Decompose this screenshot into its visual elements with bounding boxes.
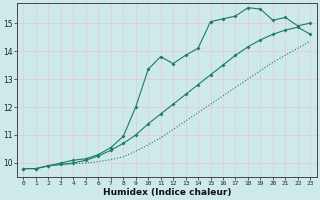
X-axis label: Humidex (Indice chaleur): Humidex (Indice chaleur) [103,188,231,197]
